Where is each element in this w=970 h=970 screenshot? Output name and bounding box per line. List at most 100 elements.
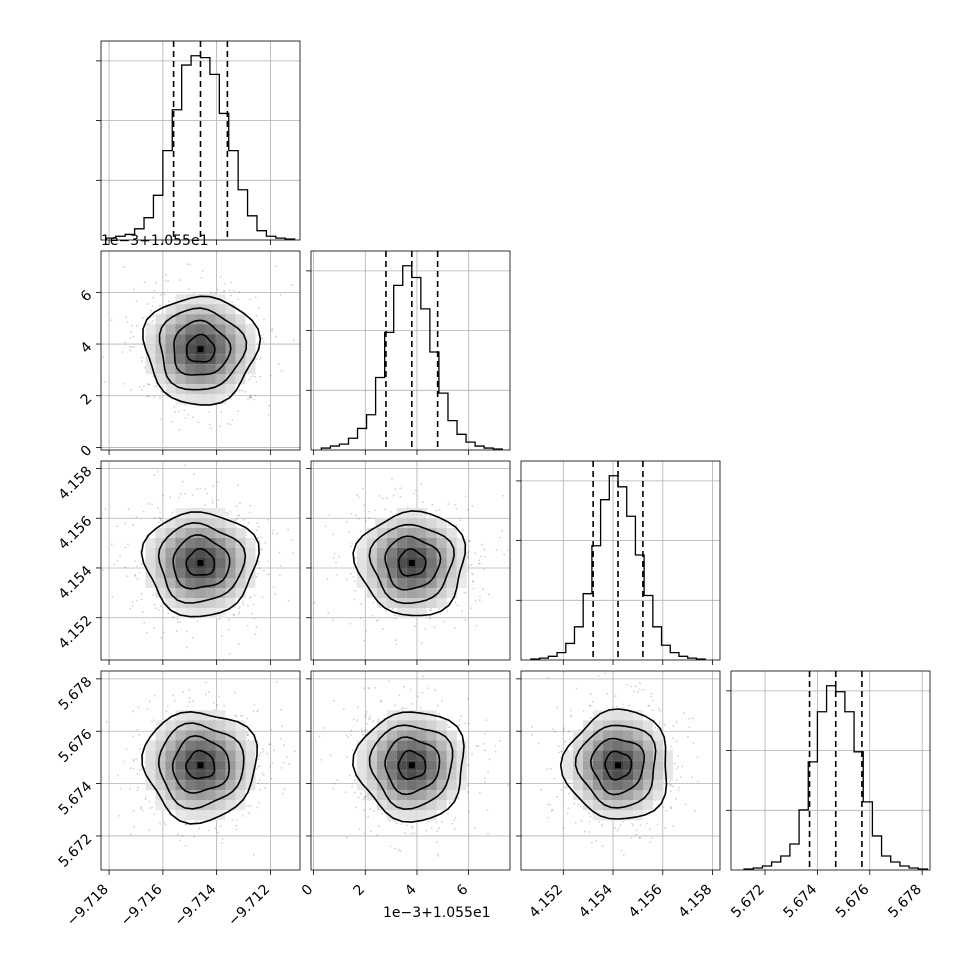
scatter-point — [363, 504, 366, 507]
scatter-point — [619, 824, 622, 826]
density-cell — [633, 730, 643, 741]
scatter-point — [395, 617, 397, 620]
panel-frame — [730, 670, 931, 871]
scatter-point — [682, 712, 685, 714]
scatter-point — [428, 609, 431, 612]
scatter-point — [318, 735, 321, 738]
scatter-point — [279, 574, 281, 576]
scatter-point — [362, 687, 365, 689]
scatter-point — [188, 288, 190, 290]
scatter-point — [154, 385, 156, 388]
contour-line — [141, 710, 259, 825]
density-cell — [215, 588, 226, 598]
density-cell — [426, 790, 437, 801]
scatter-point — [253, 398, 256, 401]
y-tick-label: 5.676 — [56, 726, 96, 766]
scatter-point — [507, 784, 509, 787]
scatter-point — [403, 685, 405, 688]
scatter-point — [250, 394, 252, 396]
scatter-point — [484, 777, 486, 780]
scatter-point — [248, 378, 251, 381]
scatter-point — [146, 708, 149, 710]
density-cell — [436, 568, 447, 578]
scatter-point — [474, 826, 476, 829]
y-tick-label: 4 — [78, 339, 96, 357]
scatter-point — [419, 706, 422, 709]
scatter-point — [269, 765, 272, 768]
scatter-point — [231, 818, 234, 821]
scatter-point — [135, 599, 138, 602]
density-cell — [386, 598, 397, 608]
scatter-point — [101, 569, 104, 572]
scatter-point — [239, 715, 242, 717]
density-cell — [235, 780, 246, 791]
scatter-point — [137, 786, 140, 789]
mode-marker — [615, 762, 622, 769]
panel-frame — [520, 670, 721, 871]
scatter-point — [681, 765, 684, 768]
contour-line — [185, 547, 216, 577]
scatter-point — [153, 603, 156, 606]
scatter-point — [129, 767, 132, 770]
scatter-point — [134, 575, 137, 577]
offset-label-p1-x: 1e−3+1.055e1 — [383, 905, 491, 921]
scatter-point — [475, 624, 478, 627]
scatter-point — [454, 817, 457, 819]
density-cell — [436, 800, 447, 811]
density-cell — [205, 598, 216, 608]
scatter-point — [354, 557, 357, 560]
scatter-point — [254, 375, 256, 378]
scatter-point — [350, 729, 352, 732]
scatter-point — [172, 694, 175, 697]
density-cell — [235, 588, 246, 598]
density-cell — [356, 558, 367, 568]
scatter-point — [333, 782, 336, 785]
density-cell — [653, 770, 663, 781]
density-cell — [215, 324, 226, 335]
scatter-point — [365, 713, 368, 716]
x-tick-label: 5.672 — [728, 882, 768, 922]
scatter-point — [231, 419, 234, 421]
density-cell — [185, 790, 196, 801]
scatter-point — [258, 802, 261, 804]
scatter-point — [204, 487, 207, 490]
scatter-point — [381, 497, 384, 500]
density-cell — [235, 760, 246, 771]
scatter-point — [155, 385, 158, 388]
scatter-point — [375, 523, 377, 526]
density-cell — [603, 770, 613, 781]
scatter-point — [238, 389, 241, 392]
density-cell — [145, 364, 156, 375]
density-cell — [593, 720, 603, 731]
scatter-point — [142, 317, 144, 320]
scatter-point — [140, 592, 143, 595]
density-cell — [356, 750, 367, 761]
scatter-point — [221, 837, 224, 840]
density-cell — [185, 588, 196, 598]
scatter-point — [573, 802, 576, 805]
scatter-point — [494, 750, 497, 753]
density-cell — [225, 730, 236, 741]
y-tick-label: 4.152 — [56, 613, 96, 653]
density-cell — [593, 740, 603, 751]
density-cell — [225, 740, 236, 751]
density-cell — [613, 730, 623, 741]
scatter-point — [471, 505, 474, 508]
scatter-point — [140, 598, 143, 600]
scatter-point — [453, 819, 456, 822]
scatter-point — [564, 786, 566, 788]
scatter-point — [560, 750, 563, 753]
scatter-point — [487, 771, 489, 774]
contour-line — [384, 736, 441, 796]
density-cell — [356, 578, 367, 588]
scatter-point — [258, 525, 260, 528]
scatter-point — [343, 708, 345, 710]
density-cell — [376, 770, 387, 781]
scatter-point — [132, 758, 135, 761]
scatter-point — [207, 690, 210, 693]
scatter-point — [446, 610, 449, 612]
scatter-point — [223, 283, 226, 285]
scatter-point — [146, 383, 149, 385]
density-cell — [235, 558, 246, 568]
scatter-point — [590, 693, 592, 696]
